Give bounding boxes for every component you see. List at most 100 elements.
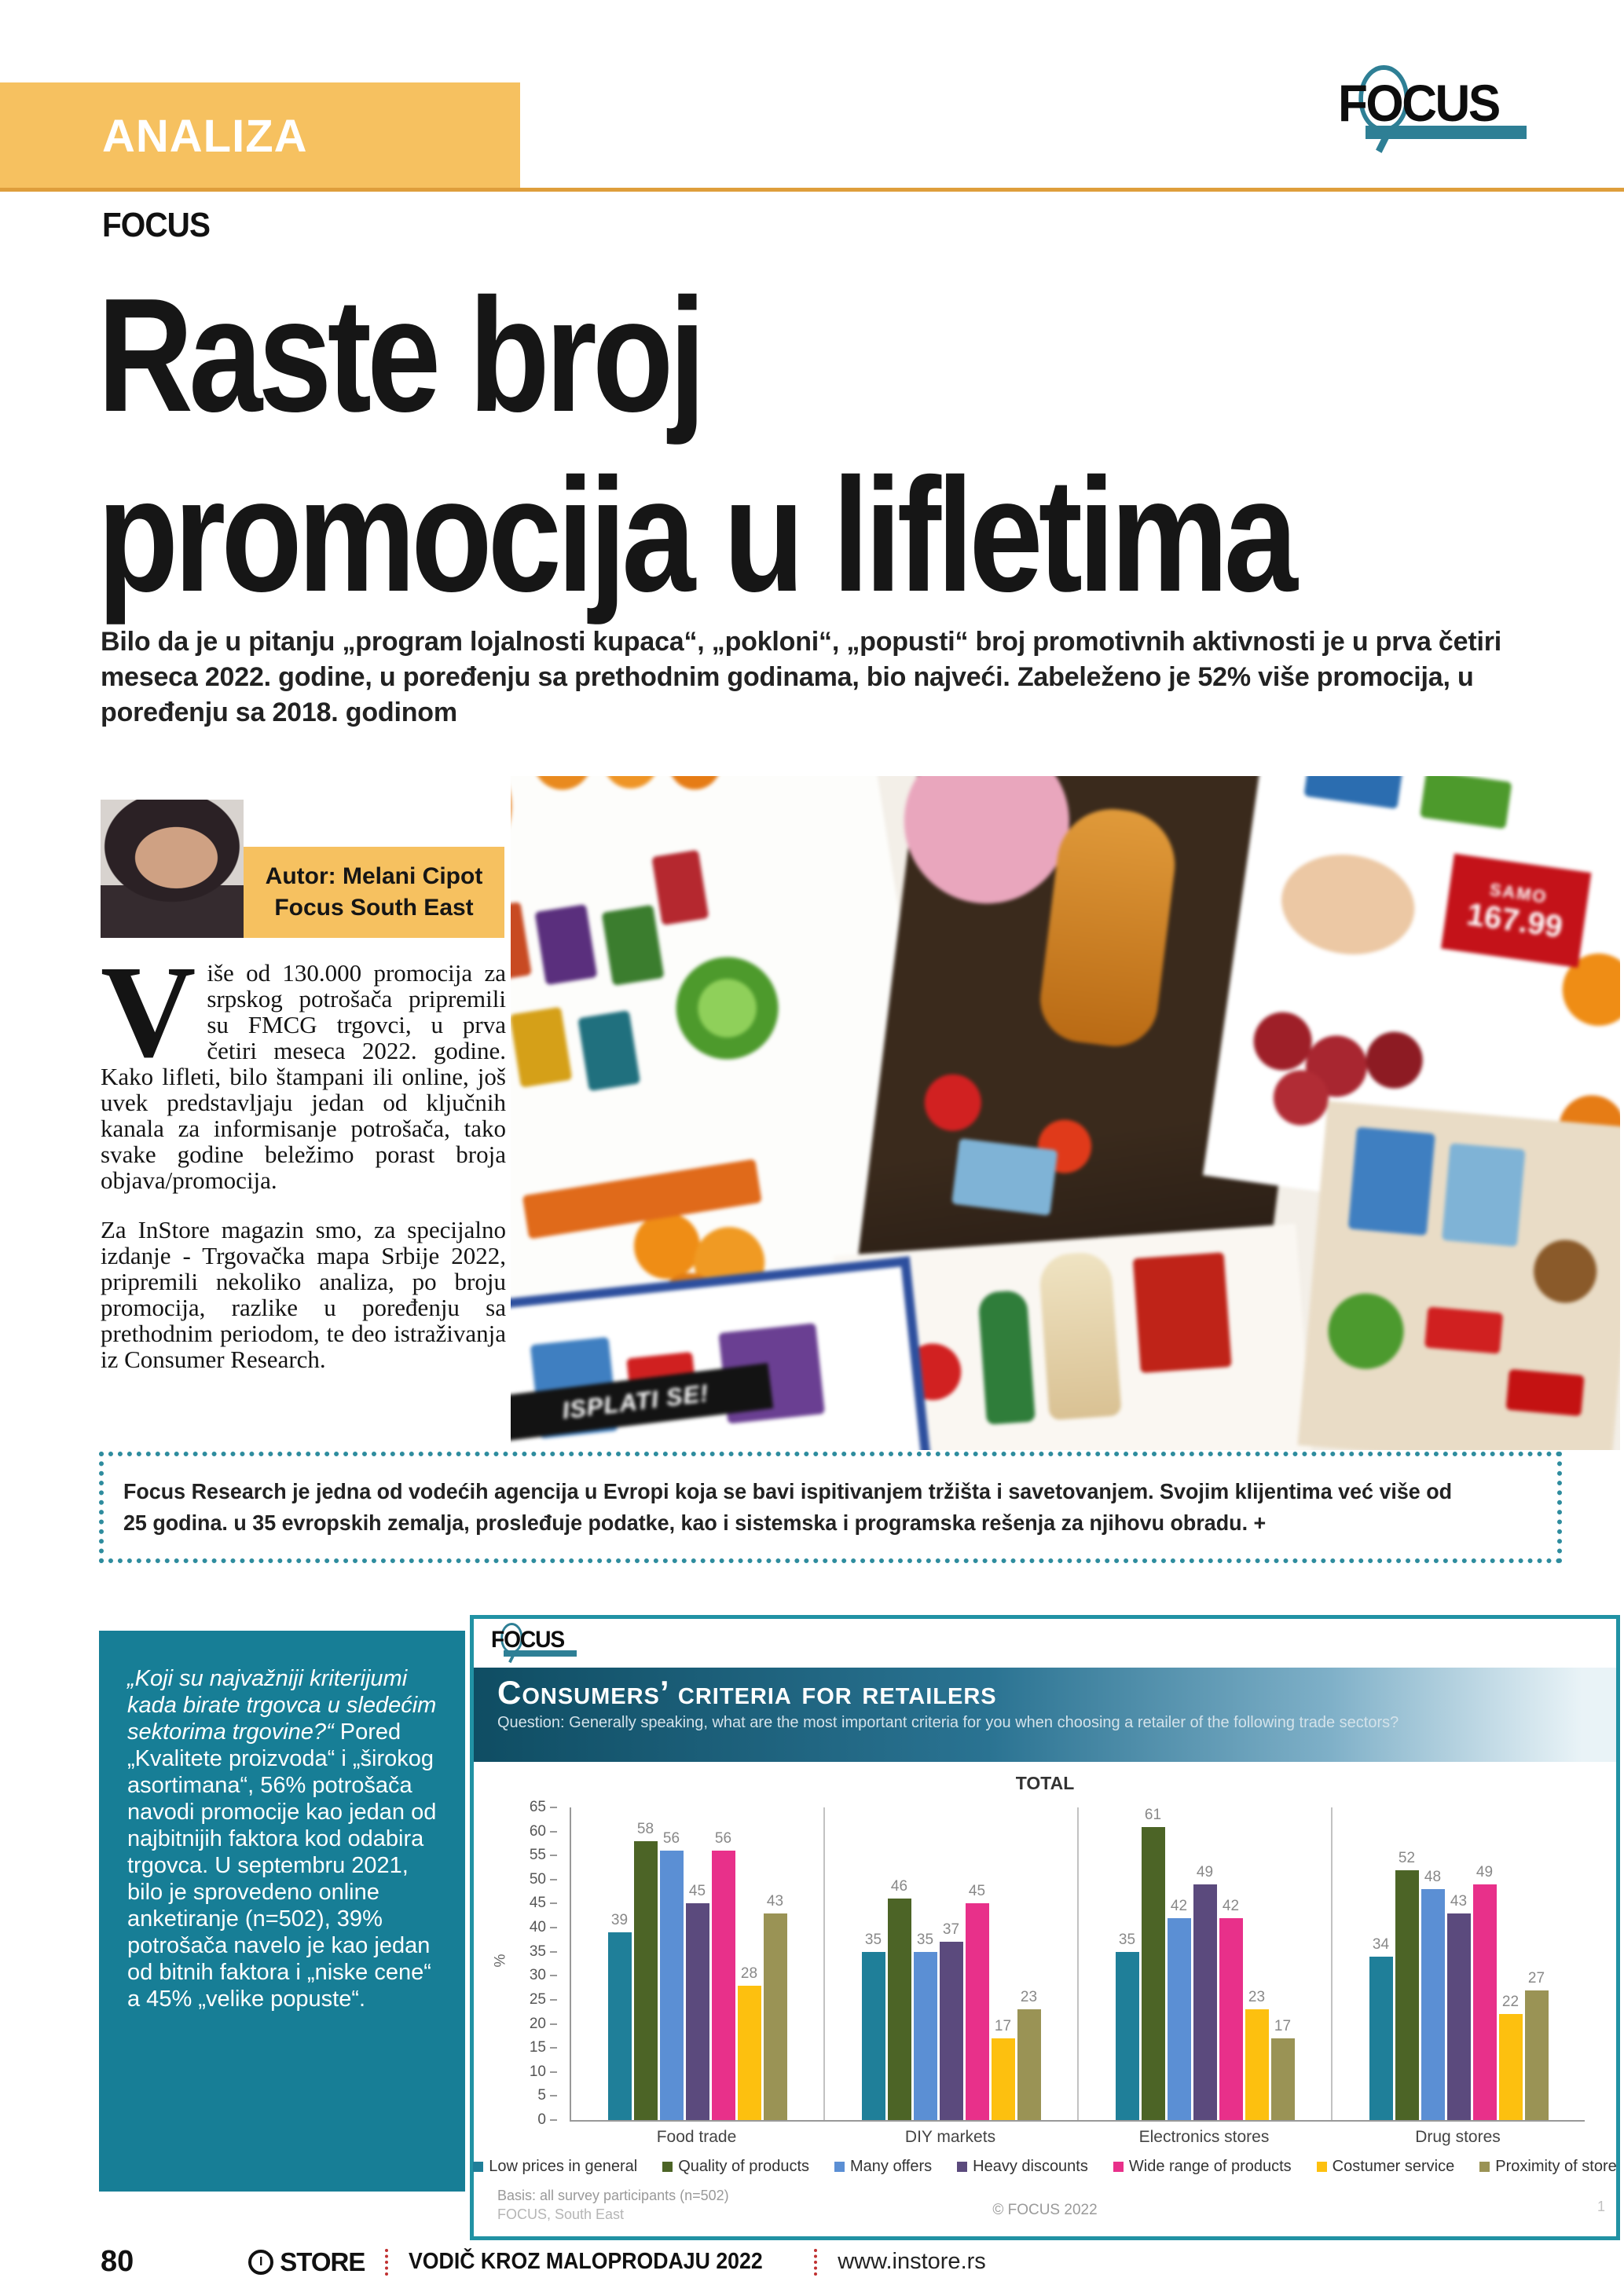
bar-wide-range-of-products: 45 <box>965 1883 989 2120</box>
title-line: promocija u lifletima <box>97 445 1298 625</box>
legend-swatch <box>1316 2162 1327 2172</box>
bar-low-prices-in-general: 39 <box>607 1912 632 2120</box>
legend-item: Low prices in general <box>473 2158 637 2176</box>
chart-group-label: TOTAL <box>1015 1773 1075 1793</box>
bar-low-prices-in-general: 35 <box>861 1932 885 2120</box>
legend-swatch <box>473 2162 484 2172</box>
bar-group: 39 58 56 45 56 28 43 <box>571 1807 825 2120</box>
category-label: DIY markets <box>904 2128 996 2146</box>
focus-logo-underline <box>1365 126 1527 140</box>
bar-quality-of-products: 58 <box>633 1821 658 2120</box>
magnifier-icon: O <box>1358 65 1409 132</box>
bar-many-offers: 56 <box>659 1830 684 2120</box>
chart-slide-number: 1 <box>1597 2199 1605 2214</box>
legend-label: Heavy discounts <box>973 2158 1088 2175</box>
bar-value: 34 <box>1372 1935 1390 1953</box>
discount-badge <box>1325 1290 1407 1372</box>
title-line: Raste broj <box>97 265 706 445</box>
footer-separator <box>385 2248 389 2276</box>
product-tile <box>1303 776 1405 809</box>
product-box <box>1132 1252 1232 1373</box>
chart-footnote: Basis: all survey participants (n=502) F… <box>497 2186 729 2224</box>
legend-swatch <box>957 2162 968 2172</box>
product-tile <box>1347 1126 1435 1236</box>
bar-value: 49 <box>1196 1863 1214 1880</box>
bar-value: 45 <box>688 1883 706 1900</box>
product-tile <box>951 1138 1058 1216</box>
bar-value: 22 <box>1501 1994 1520 2011</box>
chart-subtitle: Question: Generally speaking, what are t… <box>497 1714 1399 1731</box>
bar-value: 42 <box>1222 1897 1240 1914</box>
bar-many-offers: 42 <box>1167 1898 1191 2120</box>
orange-fruit <box>529 776 596 794</box>
price-badge-value: 167.99 <box>1465 896 1565 945</box>
paragraph-text: iše od 130.000 promocija za srpskog potr… <box>101 959 506 1194</box>
legend-label: Costumer service <box>1332 2158 1455 2175</box>
bar-low-prices-in-general: 34 <box>1369 1936 1393 2120</box>
legend-label: Many offers <box>850 2158 933 2175</box>
chart-copyright: © FOCUS 2022 <box>992 2202 1098 2218</box>
chart-categories: Food trade DIY markets Electronics stores D… <box>570 2128 1585 2147</box>
y-tick: 30 <box>511 1967 557 1984</box>
y-tick: 10 <box>511 2063 557 2081</box>
footer-website-link[interactable]: www.instore.rs <box>838 2249 986 2274</box>
author-photo <box>101 800 244 938</box>
author-tag: Autor: Melani Cipot Focus South East <box>244 847 504 938</box>
focus-logo: FOCUS <box>1338 65 1527 140</box>
product-tile <box>1442 1143 1526 1247</box>
bar-group: 35 61 42 49 42 23 17 <box>1079 1807 1333 2120</box>
quote-question: „Koji su najvažniji kriterijumi kada bir… <box>127 1666 437 1745</box>
author-name: Autor: Melani Cipot <box>265 863 483 889</box>
legend-swatch <box>834 2162 845 2172</box>
bar-costumer-service: 28 <box>737 1965 761 2120</box>
bar-value: 35 <box>864 1931 882 1948</box>
price-badge: SAMO 167.99 <box>1441 853 1592 968</box>
focus-logo-text: FOCUS <box>1338 65 1501 132</box>
author-company: Focus South East <box>274 895 474 921</box>
bar-value: 23 <box>1020 1989 1038 2006</box>
apple <box>1362 1027 1427 1093</box>
product-tile <box>534 904 598 986</box>
quote-box: „Koji su najvažniji kriterijumi kada bir… <box>99 1631 465 2192</box>
y-tick: 25 <box>511 1991 557 2009</box>
bar-proximity-of-store: 43 <box>763 1893 787 2120</box>
bar-many-offers: 48 <box>1421 1869 1445 2120</box>
bar-value: 17 <box>1274 2017 1292 2034</box>
poultry-image <box>1274 846 1421 963</box>
instore-brand-name: STORE <box>280 2247 365 2276</box>
milk-bottle <box>1038 1251 1122 1421</box>
product-tile <box>511 1006 573 1088</box>
orange-fruit <box>665 776 725 793</box>
kicker: ANALIZA <box>102 110 308 162</box>
y-tick: 35 <box>511 1943 557 1961</box>
bar-value: 58 <box>636 1820 654 1837</box>
legend-item: Many offers <box>834 2158 932 2176</box>
detergent-badge <box>669 950 786 1067</box>
bar-wide-range-of-products: 42 <box>1219 1898 1243 2120</box>
bottle <box>977 1289 1036 1425</box>
header-divider <box>0 188 1624 192</box>
bar-proximity-of-store: 27 <box>1524 1970 1549 2120</box>
article-paragraph: Za InStore magazin smo, za specijalno iz… <box>101 1216 506 1373</box>
page-number: 80 <box>101 2245 134 2278</box>
bar-proximity-of-store: 17 <box>1270 2018 1295 2120</box>
legend-label: Wide range of products <box>1128 2158 1292 2175</box>
bar-value: 27 <box>1527 1969 1545 1987</box>
quote-body: Pored „Kvalitete proizvoda“ i „širokog a… <box>127 1719 437 2012</box>
bar-value: 52 <box>1398 1849 1416 1866</box>
quote-text: „Koji su najvažniji kriterijumi kada bir… <box>127 1665 437 2012</box>
instore-logo-icon: I <box>248 2249 274 2275</box>
legend-swatch <box>662 2162 673 2172</box>
y-tick: 50 <box>511 1871 557 1888</box>
y-tick: 45 <box>511 1895 557 1912</box>
product-tile <box>511 902 532 983</box>
y-axis-label: % <box>492 1954 509 1968</box>
bar-heavy-discounts: 45 <box>685 1883 709 2120</box>
instore-brand: I STORE <box>248 2247 365 2277</box>
bar-value: 56 <box>662 1830 680 1847</box>
bar-value: 37 <box>942 1921 960 1939</box>
legend-item: Heavy discounts <box>957 2158 1088 2176</box>
bar-value: 49 <box>1476 1863 1494 1880</box>
bar-wide-range-of-products: 49 <box>1472 1864 1497 2120</box>
